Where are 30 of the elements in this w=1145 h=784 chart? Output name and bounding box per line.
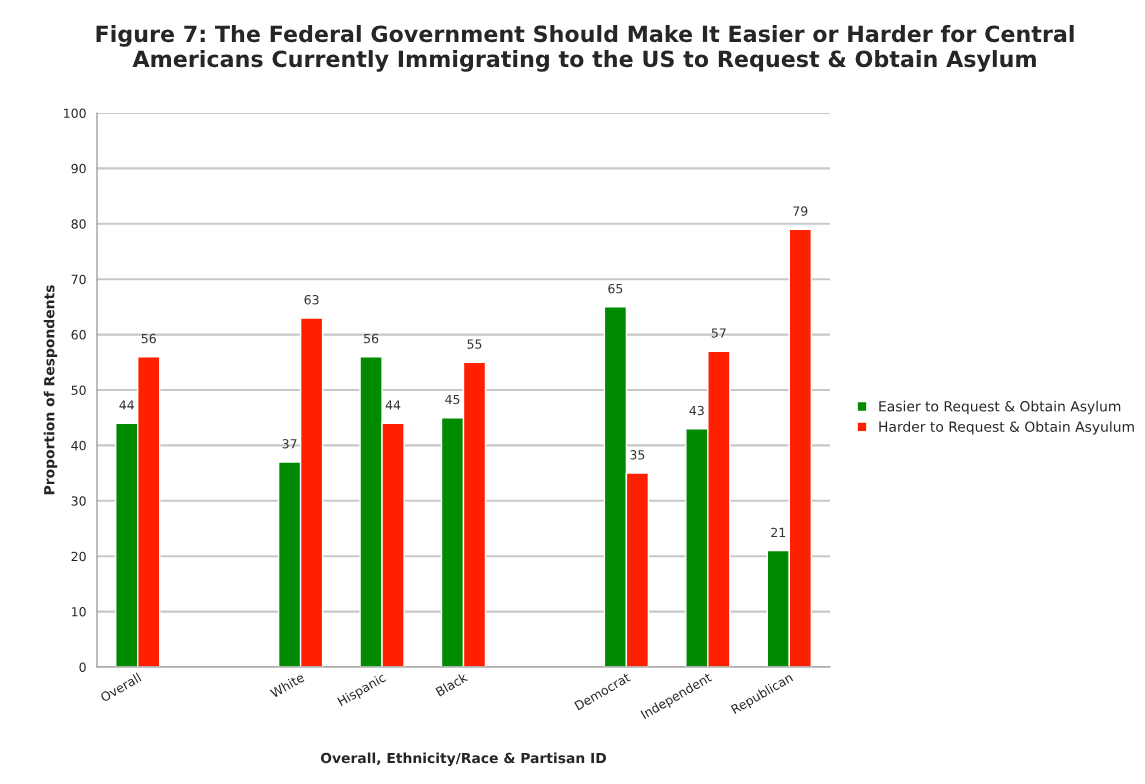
data-label: 45 — [445, 394, 460, 405]
y-tick-label: 10 — [72, 607, 86, 617]
chart-title: Figure 7: The Federal Government Should Make It Easier or Harder for Central Americans Currently Immigrating to the US to Request & Obtain Asylum — [96, 25, 1074, 72]
y-tick-label: 70 — [71, 274, 86, 285]
legend-label: Harder to Request & Obtain Asyulum — [879, 421, 1134, 435]
y-tick-label: 0 — [79, 662, 86, 672]
data-label: 63 — [304, 294, 319, 305]
data-label: 56 — [364, 333, 379, 344]
y-tick-label: 100 — [64, 108, 86, 118]
y-tick-label: 50 — [71, 385, 86, 395]
data-label: 43 — [689, 405, 704, 416]
data-label: 35 — [630, 450, 645, 460]
legend-label: Easier to Request & Obtain Asylum — [879, 400, 1121, 415]
x-axis-title: Overall, Ethnicity/Race & Partisan ID — [320, 752, 607, 767]
data-label: 55 — [467, 339, 482, 349]
y-axis-title: Proportion of Respondents — [43, 285, 58, 495]
data-label: 21 — [771, 527, 786, 537]
y-tick-label: 90 — [71, 163, 86, 174]
data-label: 57 — [711, 328, 726, 338]
y-tick-label: 30 — [71, 496, 86, 506]
y-tick-label: 60 — [71, 330, 86, 340]
data-label: 79 — [793, 206, 808, 216]
y-tick-label: 40 — [71, 440, 86, 451]
data-label: 37 — [282, 439, 297, 449]
data-label: 44 — [119, 400, 134, 410]
y-tick-label: 80 — [71, 219, 86, 229]
y-tick-label: 20 — [71, 551, 86, 562]
data-label: 44 — [385, 400, 401, 410]
data-label: 56 — [141, 333, 156, 344]
data-label: 65 — [608, 283, 623, 294]
